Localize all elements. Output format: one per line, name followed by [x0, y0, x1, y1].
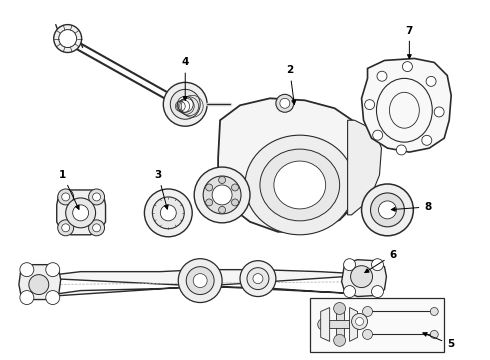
Ellipse shape — [260, 149, 340, 221]
Polygon shape — [349, 307, 358, 341]
Circle shape — [46, 263, 60, 276]
Circle shape — [59, 30, 76, 48]
Circle shape — [430, 330, 438, 338]
Bar — [324, 320, 356, 328]
Circle shape — [145, 189, 192, 237]
Circle shape — [377, 71, 387, 81]
Circle shape — [232, 199, 239, 206]
Circle shape — [93, 193, 100, 201]
Circle shape — [378, 201, 396, 219]
Polygon shape — [57, 190, 105, 235]
Circle shape — [343, 259, 356, 271]
Circle shape — [349, 319, 362, 330]
Circle shape — [66, 198, 96, 228]
Text: 8: 8 — [392, 202, 432, 212]
Circle shape — [434, 107, 444, 117]
Circle shape — [206, 199, 213, 206]
Circle shape — [371, 285, 384, 298]
Circle shape — [193, 274, 207, 288]
Text: 3: 3 — [155, 170, 168, 209]
Circle shape — [58, 189, 74, 205]
Circle shape — [177, 96, 193, 112]
Circle shape — [89, 220, 104, 236]
Polygon shape — [218, 98, 371, 232]
Circle shape — [212, 185, 232, 205]
Circle shape — [276, 94, 294, 112]
Circle shape — [422, 135, 432, 145]
Circle shape — [20, 263, 34, 276]
Circle shape — [58, 220, 74, 236]
Polygon shape — [347, 120, 382, 215]
Bar — [310, 298, 444, 352]
Polygon shape — [31, 270, 374, 298]
Text: 5: 5 — [423, 333, 454, 349]
Circle shape — [426, 76, 436, 86]
Bar — [336, 309, 343, 340]
Circle shape — [365, 100, 375, 109]
Circle shape — [219, 206, 225, 213]
Circle shape — [363, 306, 372, 316]
Circle shape — [402, 62, 413, 72]
Text: 6: 6 — [365, 250, 397, 273]
Circle shape — [46, 291, 60, 305]
Circle shape — [356, 318, 364, 325]
Circle shape — [203, 176, 241, 214]
Circle shape — [430, 307, 438, 315]
Polygon shape — [342, 260, 387, 297]
Circle shape — [219, 176, 225, 184]
Circle shape — [171, 89, 200, 119]
Circle shape — [160, 205, 176, 221]
Ellipse shape — [274, 161, 326, 209]
Circle shape — [54, 24, 82, 53]
Circle shape — [343, 285, 356, 298]
Circle shape — [371, 259, 384, 271]
Circle shape — [232, 184, 239, 191]
Circle shape — [350, 266, 372, 288]
Circle shape — [152, 197, 184, 229]
Circle shape — [20, 291, 34, 305]
Text: 4: 4 — [181, 58, 189, 100]
Circle shape — [73, 205, 89, 221]
Circle shape — [370, 193, 404, 227]
Circle shape — [163, 82, 207, 126]
Polygon shape — [19, 265, 61, 300]
Circle shape — [280, 98, 290, 108]
Circle shape — [186, 267, 214, 294]
Circle shape — [62, 193, 70, 201]
Circle shape — [62, 224, 70, 232]
Text: 2: 2 — [286, 66, 296, 104]
Text: 7: 7 — [406, 26, 413, 59]
Circle shape — [363, 329, 372, 339]
Polygon shape — [362, 58, 451, 152]
Circle shape — [334, 334, 345, 346]
Circle shape — [247, 268, 269, 289]
Circle shape — [89, 189, 104, 205]
Circle shape — [253, 274, 263, 284]
Circle shape — [178, 259, 222, 302]
Text: 1: 1 — [59, 170, 79, 210]
Circle shape — [373, 130, 383, 140]
Circle shape — [352, 314, 368, 329]
Polygon shape — [321, 307, 330, 341]
Circle shape — [334, 302, 345, 315]
Circle shape — [240, 261, 276, 297]
Circle shape — [29, 275, 49, 294]
Circle shape — [194, 167, 250, 223]
Circle shape — [93, 224, 100, 232]
Circle shape — [396, 145, 406, 155]
Ellipse shape — [245, 135, 355, 235]
Circle shape — [362, 184, 414, 236]
Circle shape — [318, 319, 330, 330]
Circle shape — [206, 184, 213, 191]
